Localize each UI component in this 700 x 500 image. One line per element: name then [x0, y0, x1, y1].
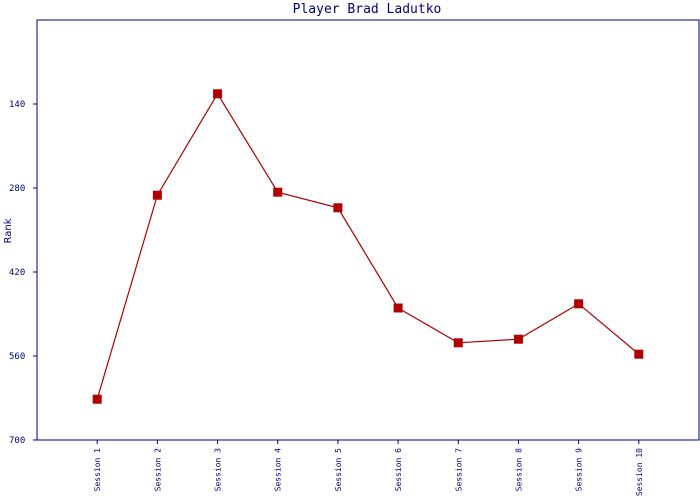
x-tick-label: Session 2 — [153, 448, 162, 492]
x-tick-label: Session 7 — [454, 448, 463, 492]
point-marker — [273, 187, 283, 197]
point-marker — [634, 349, 644, 359]
x-tick-label: Session 5 — [334, 448, 343, 492]
point-marker — [213, 89, 223, 99]
x-tick-label: Session 4 — [274, 448, 283, 492]
point-marker — [393, 303, 403, 313]
point-marker — [152, 190, 162, 200]
x-tick-label: Session 9 — [575, 448, 584, 492]
y-tick-label: 280 — [9, 184, 25, 194]
line-series — [96, 92, 640, 400]
y-tick-label: 700 — [9, 436, 25, 446]
plot-frame — [36, 19, 700, 441]
point-marker — [92, 394, 102, 404]
point-marker — [574, 299, 584, 309]
x-tick-label: Session 10 — [635, 448, 644, 496]
x-tick-label: Session 1 — [93, 448, 102, 492]
x-tick-label: Session 8 — [514, 448, 523, 492]
y-tick-label: 420 — [9, 268, 25, 278]
point-marker — [453, 338, 463, 348]
y-tick-label: 560 — [9, 352, 25, 362]
y-axis-label: Rank — [3, 218, 14, 243]
x-tick-label: Session 3 — [214, 448, 223, 492]
chart-title: Player Brad Ladutko — [293, 2, 442, 17]
x-tick-label: Session 6 — [394, 448, 403, 492]
point-marker — [333, 203, 343, 213]
y-tick-label: 140 — [9, 100, 25, 110]
point-marker — [513, 334, 523, 344]
